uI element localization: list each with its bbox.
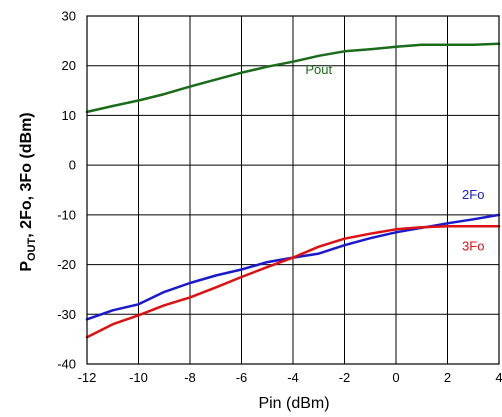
- series-label-2fo: 2Fo: [462, 187, 484, 202]
- x-tick-labels: -12 -10 -8 -6 -4 -2 0 2 4: [78, 370, 502, 385]
- x-tick-label: -12: [78, 370, 97, 385]
- x-tick-label: 0: [392, 370, 399, 385]
- y-tick-labels: 30 20 10 0 -10 -20 -30 -40: [57, 9, 76, 372]
- y-axis-label-rest: , 2Fo, 3Fo (dBm): [18, 112, 35, 237]
- y-axis-label-subscript: OUT: [26, 237, 38, 261]
- x-axis-label: Pin (dBm): [258, 395, 329, 412]
- x-tick-label: -8: [184, 370, 196, 385]
- y-tick-label: 30: [62, 9, 76, 24]
- y-tick-label: -30: [57, 307, 76, 322]
- series-label-3fo: 3Fo: [462, 239, 484, 254]
- y-tick-label: 10: [62, 108, 76, 123]
- x-tick-label: 2: [444, 370, 451, 385]
- series-line-pout: [85, 42, 501, 114]
- x-tick-label: 4: [495, 370, 502, 385]
- x-tick-label: -2: [339, 370, 351, 385]
- y-axis-label: POUT, 2Fo, 3Fo (dBm): [18, 112, 38, 271]
- x-tick-label: -6: [236, 370, 248, 385]
- y-tick-label: 0: [69, 158, 76, 173]
- series-lines: [85, 42, 501, 339]
- y-tick-label: -20: [57, 257, 76, 272]
- x-tick-label: -10: [129, 370, 148, 385]
- x-tick-label: -4: [287, 370, 299, 385]
- y-tick-label: -10: [57, 207, 76, 222]
- series-label-pout: Pout: [305, 62, 332, 77]
- y-tick-label: 20: [62, 58, 76, 73]
- plot-frame: [86, 15, 500, 365]
- y-axis-label-p: P: [18, 261, 35, 272]
- series-line-3fo: [85, 225, 501, 339]
- y-tick-label: -40: [57, 357, 76, 372]
- series-labels: Pout 2Fo 3Fo: [305, 62, 484, 253]
